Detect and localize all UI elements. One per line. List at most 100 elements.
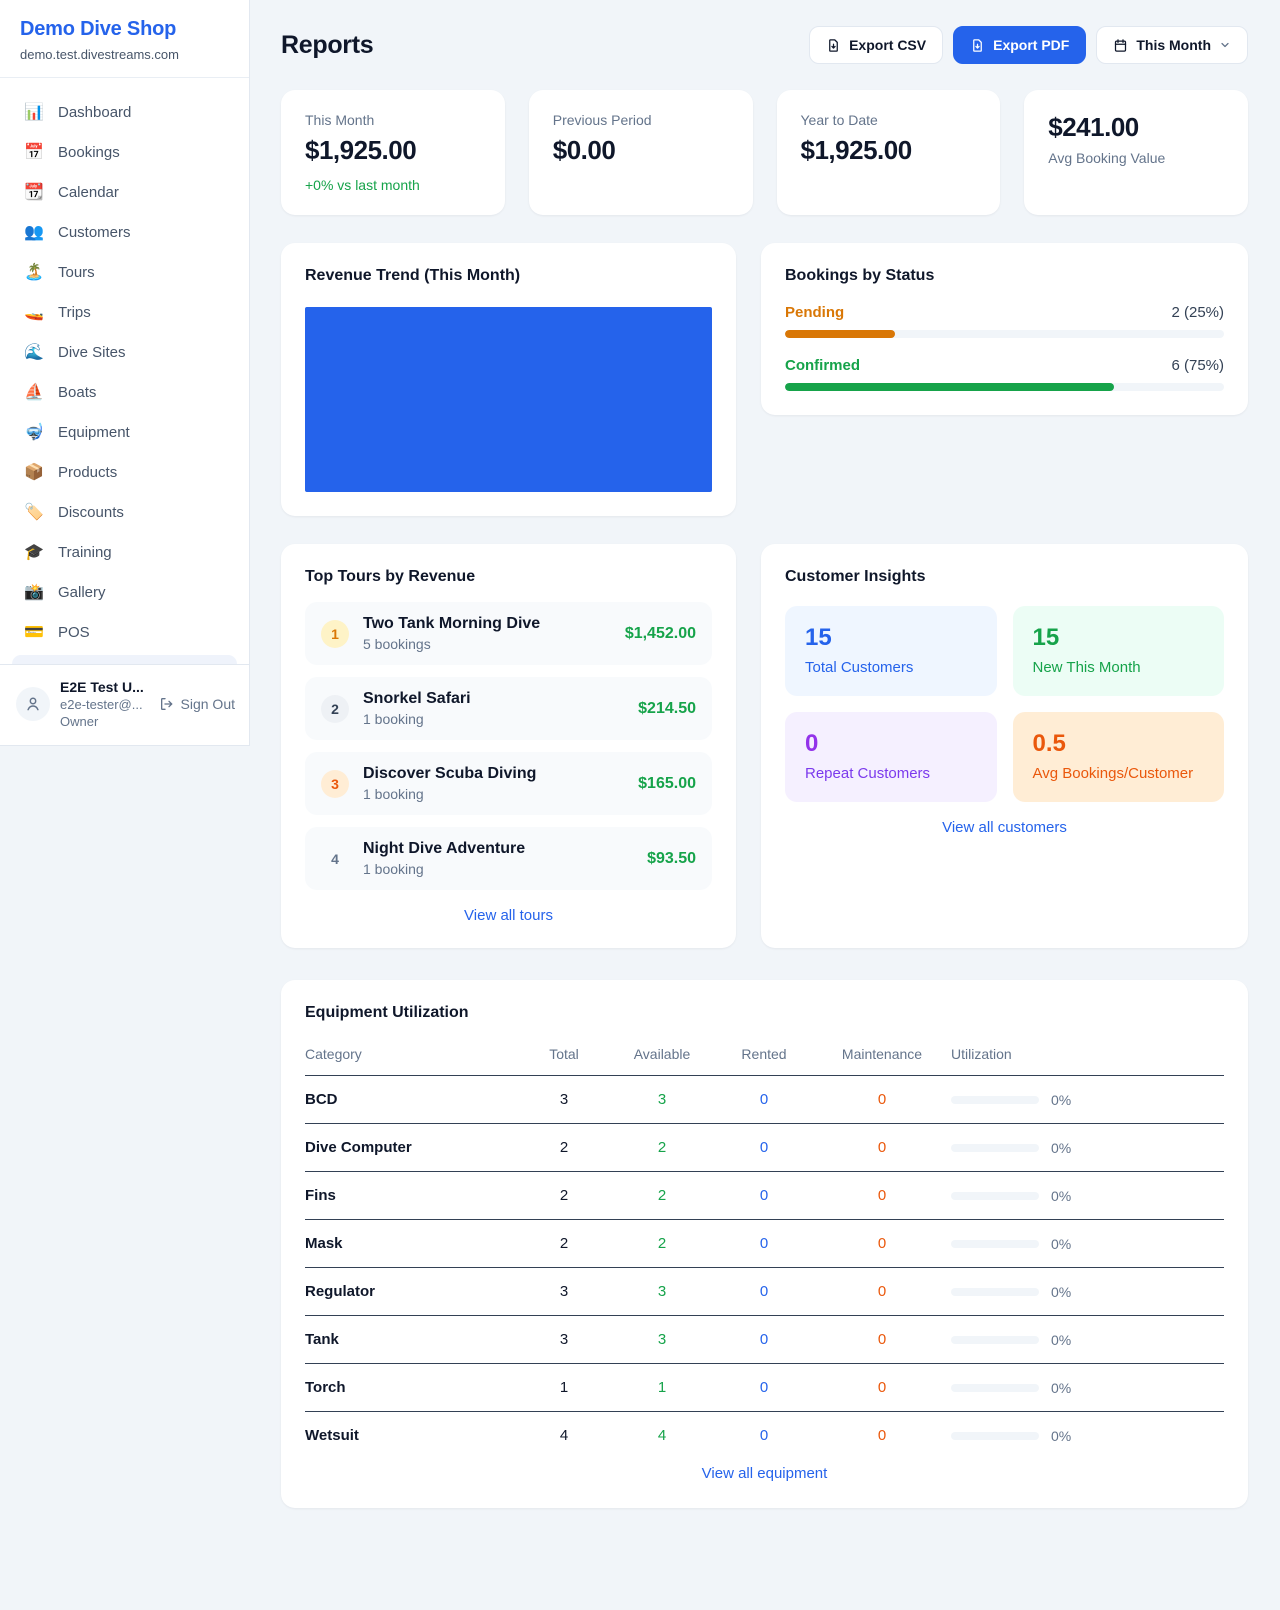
table-row: Fins 2 2 0 0 0% xyxy=(305,1171,1224,1220)
user-name: E2E Test U... xyxy=(60,679,144,695)
utilization-bar xyxy=(951,1095,1039,1104)
progress-fill xyxy=(785,383,1115,391)
equipment-rented: 0 xyxy=(715,1123,813,1172)
insight-label: Total Customers xyxy=(805,659,914,676)
insight-value: 15 xyxy=(805,624,832,651)
shop-name: Demo Dive Shop xyxy=(20,18,177,40)
equipment-available: 3 xyxy=(609,1075,715,1124)
export-pdf-button[interactable]: Export PDF xyxy=(953,26,1087,64)
equipment-total: 3 xyxy=(519,1267,609,1316)
app-root: Demo Dive Shop demo.test.divestreams.com… xyxy=(0,0,1280,1548)
sidebar-item-label: Discounts xyxy=(58,503,124,521)
equipment-rented: 0 xyxy=(715,1171,813,1220)
equipment-available: 2 xyxy=(609,1219,715,1268)
equipment-maintenance: 0 xyxy=(813,1267,951,1316)
utilization-bar xyxy=(951,1239,1039,1248)
sidebar-item-tours[interactable]: 🏝️ Tours xyxy=(12,252,237,292)
diving-mask-icon: 🤿 xyxy=(24,424,44,441)
equipment-total: 2 xyxy=(519,1123,609,1172)
document-download-icon xyxy=(973,38,982,52)
list-item: 2 Snorkel Safari 1 booking $214.50 xyxy=(305,677,712,740)
table-row: Regulator 3 3 0 0 0% xyxy=(305,1267,1224,1316)
sidebar-item-equipment[interactable]: 🤿 Equipment xyxy=(12,412,237,452)
table-row: BCD 3 3 0 0 0% xyxy=(305,1075,1224,1124)
sidebar-item-pos[interactable]: 💳 POS xyxy=(12,612,237,652)
view-all-tours-link[interactable]: View all tours xyxy=(464,907,553,924)
sidebar-item-training[interactable]: 🎓 Training xyxy=(12,532,237,572)
package-icon: 📦 xyxy=(24,464,44,481)
tour-revenue: $1,452.00 xyxy=(624,624,696,642)
sidebar-item-label: Calendar xyxy=(58,183,119,201)
list-item: 4 Night Dive Adventure 1 booking $93.50 xyxy=(305,827,712,890)
main-content: Reports Export CSV Expor xyxy=(250,0,1280,1548)
wave-icon: 🌊 xyxy=(24,344,44,361)
sidebar: Demo Dive Shop demo.test.divestreams.com… xyxy=(0,0,250,746)
utilization-percent: 0% xyxy=(1051,1331,1072,1348)
sign-out-button[interactable]: Sign Out xyxy=(159,696,235,712)
sidebar-item-boats[interactable]: ⛵ Boats xyxy=(12,372,237,412)
view-all-equipment-link[interactable]: View all equipment xyxy=(701,1465,828,1482)
period-select[interactable]: This Month xyxy=(1096,26,1248,64)
sidebar-item-calendar[interactable]: 📆 Calendar xyxy=(12,172,237,212)
tag-icon: 🏷️ xyxy=(24,504,44,521)
chevron-down-icon xyxy=(1221,42,1229,48)
top-tours-card: Top Tours by Revenue 1 Two Tank Morning … xyxy=(281,544,736,948)
tour-name: Discover Scuba Diving xyxy=(363,765,537,782)
export-csv-button[interactable]: Export CSV xyxy=(809,26,944,64)
utilization-bar xyxy=(951,1143,1039,1152)
calendar-icon xyxy=(1115,38,1127,52)
insight-value: 0.5 xyxy=(1032,730,1066,757)
sidebar-item-discounts[interactable]: 🏷️ Discounts xyxy=(12,492,237,532)
utilization-bar xyxy=(951,1383,1039,1392)
avatar xyxy=(16,687,50,721)
top-tours-list: 1 Two Tank Morning Dive 5 bookings $1,45… xyxy=(305,602,712,890)
column-header: Rented xyxy=(715,1038,813,1076)
tour-bookings: 1 booking xyxy=(363,861,424,877)
utilization-percent: 0% xyxy=(1051,1091,1072,1108)
calendar-icon: 📆 xyxy=(24,184,44,201)
insight-label: Repeat Customers xyxy=(805,765,931,782)
rank-badge: 2 xyxy=(321,694,349,723)
export-csv-label: Export CSV xyxy=(849,37,927,53)
stat-card-year-to-date: Year to Date $1,925.00 xyxy=(776,90,1001,215)
utilization-bar xyxy=(951,1335,1039,1344)
insight-label: New This Month xyxy=(1032,659,1141,676)
equipment-total: 2 xyxy=(519,1219,609,1268)
dashboard-icon: 📊 xyxy=(24,104,44,121)
shop-header: Demo Dive Shop demo.test.divestreams.com xyxy=(0,0,249,78)
user-role: Owner xyxy=(60,714,99,729)
sidebar-item-dive-sites[interactable]: 🌊 Dive Sites xyxy=(12,332,237,372)
list-item: 3 Discover Scuba Diving 1 booking $165.0… xyxy=(305,752,712,815)
equipment-maintenance: 0 xyxy=(813,1171,951,1220)
status-label: Confirmed xyxy=(785,357,860,374)
equipment-rented: 0 xyxy=(715,1267,813,1316)
sidebar-item-reports-active[interactable] xyxy=(12,655,237,664)
utilization-bar xyxy=(951,1191,1039,1200)
sidebar-panel: Demo Dive Shop demo.test.divestreams.com… xyxy=(0,0,250,746)
sidebar-item-gallery[interactable]: 📸 Gallery xyxy=(12,572,237,612)
equipment-category: Mask xyxy=(305,1219,519,1268)
progress-track xyxy=(785,383,1224,391)
rank-badge: 3 xyxy=(321,769,349,798)
sidebar-item-products[interactable]: 📦 Products xyxy=(12,452,237,492)
table-header-row: Category Total Available Rented Maintena… xyxy=(305,1038,1224,1076)
sidebar-item-label: Bookings xyxy=(58,143,120,161)
table-row: Torch 1 1 0 0 0% xyxy=(305,1363,1224,1412)
utilization-percent: 0% xyxy=(1051,1139,1072,1156)
rank-badge: 1 xyxy=(321,619,349,648)
sidebar-item-dashboard[interactable]: 📊 Dashboard xyxy=(12,92,237,132)
equipment-maintenance: 0 xyxy=(877,1427,887,1444)
sidebar-item-customers[interactable]: 👥 Customers xyxy=(12,212,237,252)
equipment-maintenance: 0 xyxy=(813,1363,951,1412)
sailboat-icon: ⛵ xyxy=(24,384,44,401)
status-row-confirmed: Confirmed 6 (75%) xyxy=(785,357,1224,391)
top-tours-title: Top Tours by Revenue xyxy=(305,568,476,585)
view-all-customers-link[interactable]: View all customers xyxy=(942,819,1067,836)
document-download-icon xyxy=(829,38,838,52)
sidebar-item-bookings[interactable]: 📅 Bookings xyxy=(12,132,237,172)
table-row: Mask 2 2 0 0 0% xyxy=(305,1219,1224,1268)
utilization-percent: 0% xyxy=(1051,1187,1072,1204)
sidebar-item-trips[interactable]: 🚤 Trips xyxy=(12,292,237,332)
equipment-maintenance: 0 xyxy=(813,1315,951,1364)
customer-insights-title: Customer Insights xyxy=(785,568,926,585)
